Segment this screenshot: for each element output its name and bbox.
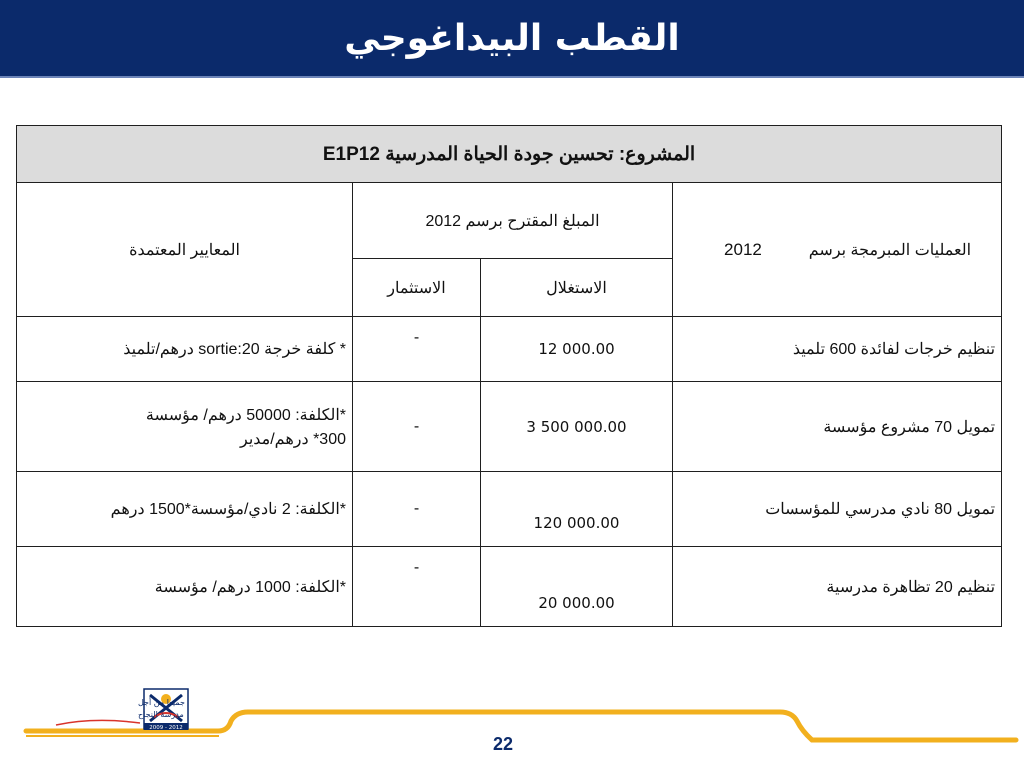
table-row: *الكلفة: 50000 درهم/ مؤسسة 300* درهم/مدي… [16, 381, 1003, 472]
operating-cell: 3 500 000.00 [480, 381, 673, 472]
operations-header-year: 2012 [724, 239, 762, 259]
criteria-cell: *الكلفة: 50000 درهم/ مؤسسة 300* درهم/مدي… [16, 381, 353, 472]
criteria-line: *الكلفة: 50000 درهم/ مؤسسة [145, 406, 346, 424]
logo-years: 2009 - 2012 [149, 725, 182, 731]
logo-text-line2: مدرسة النجاح [138, 710, 184, 719]
criteria-line: * كلفة خرجة 20:sortie درهم/تلميذ [123, 341, 346, 358]
budget-header: المبلغ المقترح برسم 2012 [352, 182, 673, 259]
invest-cell: - [352, 316, 481, 382]
operation-cell: تنظيم 20 تظاهرة مدرسية [671, 546, 1003, 627]
operations-header-label: العمليات المبرمجة برسم [808, 241, 972, 259]
logo-text-line1: جميعا من أجل [138, 697, 185, 707]
budget-header-label: المبلغ المقترح برسم 2012 [425, 212, 600, 230]
table-row: *الكلفة: 2 نادي/مؤسسة*1500 درهم - 120 00… [16, 471, 1003, 547]
project-label: المشروع: تحسين جودة الحياة المدرسية [385, 143, 696, 165]
criteria-cell: * كلفة خرجة 20:sortie درهم/تلميذ [16, 316, 353, 382]
criteria-line: *الكلفة: 2 نادي/مؤسسة*1500 درهم [110, 501, 346, 518]
operation-cell: تنظيم خرجات لفائدة 600 تلميذ [671, 316, 1003, 382]
project-code: E1P12 [322, 143, 380, 165]
criteria-line: *الكلفة: 1000 درهم/ مؤسسة [154, 578, 346, 596]
operating-header: الاستغلال [480, 258, 673, 317]
project-table: المشروع: تحسين جودة الحياة المدرسية E1P1… [15, 125, 1003, 627]
table-row: * كلفة خرجة 20:sortie درهم/تلميذ - 12 00… [16, 316, 1003, 382]
invest-cell: - [352, 471, 481, 547]
operating-cell: 12 000.00 [480, 316, 673, 382]
criteria-cell: *الكلفة: 2 نادي/مؤسسة*1500 درهم [16, 471, 353, 547]
program-logo: 2009 - 2012 جميعا من أجل مدرسة النجاح [55, 688, 189, 731]
operation-cell: تمويل 80 نادي مدرسي للمؤسسات [671, 471, 1003, 547]
criteria-cell: *الكلفة: 1000 درهم/ مؤسسة [16, 546, 353, 627]
operating-cell: 120 000.00 [480, 471, 673, 547]
table-row: *الكلفة: 1000 درهم/ مؤسسة - 20 000.00 تن… [16, 546, 1003, 627]
operating-cell: 20 000.00 [480, 546, 673, 627]
operations-header: العمليات المبرمجة برسم 2012 [671, 182, 1003, 317]
page-number: 22 [492, 734, 514, 754]
page-title: القطب البيداغوجي [344, 17, 680, 59]
criteria-line: 300* درهم/مدير [239, 430, 346, 448]
operation-cell: تمويل 70 مشروع مؤسسة [671, 381, 1003, 472]
invest-cell: - [352, 546, 481, 627]
title-bar: القطب البيداغوجي [0, 0, 1024, 78]
